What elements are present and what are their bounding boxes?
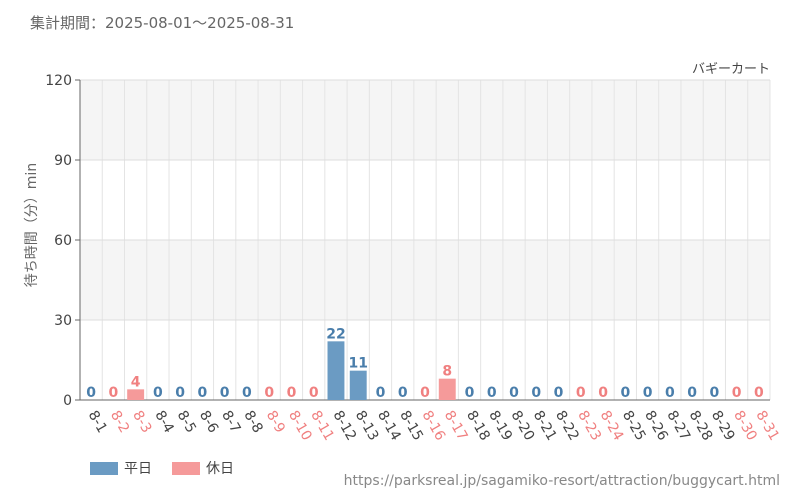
- data-label: 0: [665, 385, 675, 401]
- data-label: 4: [131, 374, 141, 390]
- bar: [127, 389, 145, 400]
- data-label: 0: [465, 385, 475, 401]
- legend-label-holiday: 休日: [206, 461, 234, 477]
- legend-label-weekday: 平日: [124, 461, 152, 477]
- legend: 平日 休日: [90, 458, 254, 478]
- data-label: 0: [687, 385, 697, 401]
- legend-item-holiday[interactable]: 休日: [172, 458, 234, 478]
- x-tick-label: 8-2: [107, 408, 132, 436]
- x-tick-label: 8-5: [174, 408, 199, 436]
- data-label: 0: [264, 385, 274, 401]
- data-label: 0: [598, 385, 608, 401]
- x-tick-label: 8-31: [752, 408, 782, 444]
- data-label: 0: [643, 385, 653, 401]
- data-label: 0: [309, 385, 319, 401]
- data-label: 11: [348, 356, 367, 372]
- legend-swatch-weekday: [90, 461, 118, 475]
- data-label: 0: [86, 385, 96, 401]
- legend-swatch-holiday: [172, 461, 200, 475]
- data-label: 0: [175, 385, 185, 401]
- bar: [349, 370, 367, 400]
- plot-band: [80, 160, 770, 240]
- data-label: 0: [153, 385, 163, 401]
- data-label: 22: [326, 326, 345, 342]
- data-label: 0: [576, 385, 586, 401]
- y-tick-label: 120: [45, 73, 72, 89]
- data-label: 0: [732, 385, 742, 401]
- data-label: 0: [420, 385, 430, 401]
- source-url[interactable]: https://parksreal.jp/sagamiko-resort/att…: [343, 473, 780, 489]
- x-tick-label: 8-8: [240, 408, 265, 436]
- bar: [438, 378, 456, 400]
- data-label: 0: [376, 385, 386, 401]
- data-label: 0: [198, 385, 208, 401]
- data-label: 0: [109, 385, 119, 401]
- x-tick-label: 8-6: [196, 408, 221, 436]
- data-label: 0: [220, 385, 230, 401]
- legend-item-weekday[interactable]: 平日: [90, 458, 152, 478]
- y-tick-label: 60: [54, 233, 72, 249]
- x-tick-label: 8-1: [85, 408, 110, 436]
- x-tick-label: 8-7: [218, 408, 243, 436]
- bar: [327, 341, 345, 400]
- plot-band: [80, 240, 770, 320]
- period-label: 集計期間：2025-08-01～2025-08-31: [30, 14, 295, 32]
- data-label: 0: [554, 385, 564, 401]
- data-label: 0: [509, 385, 519, 401]
- y-tick-label: 30: [54, 313, 72, 329]
- data-label: 0: [754, 385, 764, 401]
- x-tick-label: 8-9: [263, 408, 288, 436]
- y-tick-label: 0: [63, 393, 72, 409]
- plot-band: [80, 320, 770, 400]
- data-label: 0: [620, 385, 630, 401]
- plot-band: [80, 80, 770, 160]
- data-label: 0: [531, 385, 541, 401]
- data-label: 0: [487, 385, 497, 401]
- data-label: 0: [287, 385, 297, 401]
- data-label: 0: [709, 385, 719, 401]
- data-label: 8: [442, 364, 452, 380]
- y-tick-label: 90: [54, 153, 72, 169]
- x-tick-label: 8-4: [151, 408, 176, 436]
- data-label: 0: [242, 385, 252, 401]
- chart-title: バギーカート: [692, 62, 770, 77]
- x-tick-label: 8-3: [129, 408, 154, 436]
- data-label: 0: [398, 385, 408, 401]
- y-axis-label: 待ち時間（分）min: [24, 163, 40, 287]
